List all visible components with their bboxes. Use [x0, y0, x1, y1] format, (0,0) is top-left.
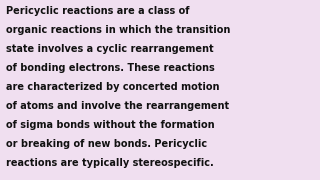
Text: or breaking of new bonds. Pericyclic: or breaking of new bonds. Pericyclic: [6, 139, 207, 149]
Text: of sigma bonds without the formation: of sigma bonds without the formation: [6, 120, 214, 130]
Text: of bonding electrons. These reactions: of bonding electrons. These reactions: [6, 63, 214, 73]
Text: organic reactions in which the transition: organic reactions in which the transitio…: [6, 25, 230, 35]
Text: are characterized by concerted motion: are characterized by concerted motion: [6, 82, 219, 92]
Text: Pericyclic reactions are a class of: Pericyclic reactions are a class of: [6, 6, 189, 16]
Text: reactions are typically stereospecific.: reactions are typically stereospecific.: [6, 158, 213, 168]
Text: of atoms and involve the rearrangement: of atoms and involve the rearrangement: [6, 101, 229, 111]
Text: state involves a cyclic rearrangement: state involves a cyclic rearrangement: [6, 44, 213, 54]
